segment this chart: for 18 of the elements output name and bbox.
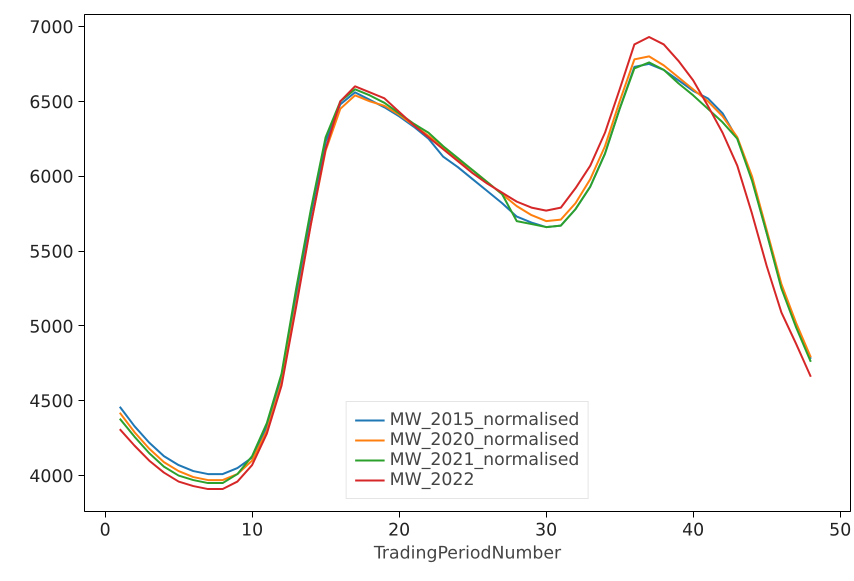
y-tick-label: 5000 [29, 317, 74, 338]
legend-label: MW_2015_normalised [390, 410, 580, 430]
y-tick-label: 6000 [29, 168, 74, 188]
legend-label: MW_2022 [390, 470, 474, 490]
x-axis-title: TradingPeriodNumber [372, 544, 562, 564]
y-tick-label: 4500 [29, 392, 74, 412]
legend-label: MW_2020_normalised [390, 430, 580, 450]
legend-label: MW_2021_normalised [390, 450, 580, 470]
x-tick-label: 50 [829, 520, 852, 540]
y-tick-label: 6500 [29, 92, 74, 113]
y-tick-label: 4000 [29, 467, 74, 488]
y-tick-label: 7000 [29, 18, 74, 38]
x-tick-label: 10 [241, 520, 264, 540]
x-tick-label: 0 [100, 520, 111, 540]
x-tick-label: 30 [535, 520, 558, 540]
y-tick-label: 5500 [29, 242, 74, 263]
x-tick-label: 40 [682, 520, 704, 540]
x-tick-label: 20 [388, 520, 410, 540]
